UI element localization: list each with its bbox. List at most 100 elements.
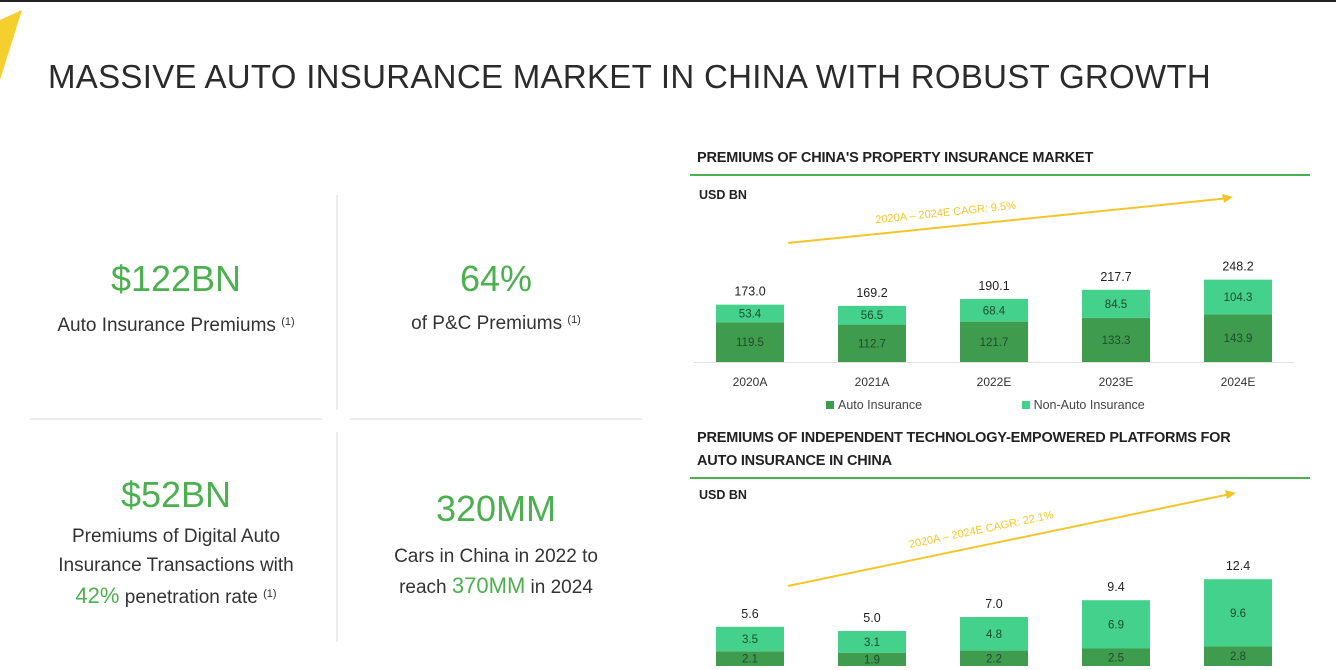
page-title: MASSIVE AUTO INSURANCE MARKET IN CHINA W… bbox=[48, 58, 1212, 95]
data-label-non-auto: 84.5 bbox=[1105, 299, 1127, 311]
chart-2-rule bbox=[690, 477, 1310, 479]
legend-label: Non-Auto Insurance bbox=[1033, 398, 1145, 412]
data-label-total: 248.2 bbox=[1222, 260, 1253, 274]
kpi-desc-line: Cars in China in 2022 to bbox=[394, 546, 598, 567]
chart-2-unit: USD BN bbox=[699, 488, 747, 502]
cagr-arrowhead bbox=[1225, 490, 1236, 499]
data-label-total: 7.0 bbox=[985, 597, 1002, 611]
bar-segment-auto bbox=[838, 324, 906, 362]
kpi-highlight: 370MM bbox=[451, 573, 526, 598]
cagr-arrowhead bbox=[1222, 194, 1233, 203]
kpi-value: 64% bbox=[459, 258, 533, 299]
data-label-non-auto: 3.5 bbox=[742, 634, 758, 646]
data-label-total: 190.1 bbox=[978, 279, 1009, 293]
kpi-value: 320MM bbox=[435, 488, 557, 529]
kpi-highlight: 42% bbox=[75, 583, 120, 608]
cagr-arrow-line bbox=[787, 493, 1229, 587]
bar-segment-non-auto bbox=[960, 298, 1028, 322]
x-tick-label: 2021A bbox=[855, 375, 890, 389]
bar-segment-auto bbox=[1204, 314, 1272, 362]
top-rule bbox=[0, 0, 1336, 2]
footnote-ref: (1) bbox=[281, 316, 295, 328]
bar-segment-auto bbox=[1204, 646, 1272, 666]
kpi-desc-line: penetration rate bbox=[124, 587, 258, 608]
kpi-pc-share: 64% of P&C Premiums (1) bbox=[350, 258, 642, 338]
data-label-total: 5.6 bbox=[741, 607, 758, 621]
bar-segment-non-auto bbox=[1204, 579, 1272, 647]
data-label-total: 217.7 bbox=[1100, 270, 1131, 284]
x-tick-label: 2024E bbox=[1221, 375, 1256, 389]
bar-segment-non-auto bbox=[960, 617, 1028, 651]
bar-segment-non-auto bbox=[838, 305, 906, 325]
data-label-non-auto: 68.4 bbox=[983, 305, 1006, 317]
data-label-non-auto: 104.3 bbox=[1224, 292, 1253, 304]
data-label-non-auto: 3.1 bbox=[864, 637, 880, 649]
data-label-auto: 2.1 bbox=[742, 654, 758, 666]
kpi-digital-premiums: $52BN Premiums of Digital Auto Insurance… bbox=[30, 474, 322, 612]
kpi-value: $52BN bbox=[120, 474, 232, 515]
cagr-arrow-line bbox=[787, 197, 1226, 244]
legend-swatch bbox=[1021, 401, 1030, 409]
bar-segment-auto bbox=[716, 322, 784, 362]
bar-segment-non-auto bbox=[1204, 279, 1272, 315]
chart-1-title: PREMIUMS OF CHINA'S PROPERTY INSURANCE M… bbox=[697, 150, 1094, 166]
data-label-auto: 2.2 bbox=[986, 653, 1002, 665]
bar-segment-auto bbox=[960, 650, 1028, 666]
x-tick-label: 2023E bbox=[1099, 375, 1134, 389]
data-label-non-auto: 9.6 bbox=[1230, 608, 1246, 620]
data-label-auto: 112.7 bbox=[858, 338, 886, 350]
kpi-horizontal-divider-right bbox=[350, 418, 642, 420]
kpi-horizontal-divider-left bbox=[30, 418, 322, 420]
bar-segment-auto bbox=[1082, 648, 1150, 666]
data-label-total: 5.0 bbox=[863, 611, 880, 625]
bar-segment-non-auto bbox=[1082, 289, 1150, 318]
kpi-cars: 320MM Cars in China in 2022 to reach 370… bbox=[350, 488, 642, 602]
data-label-auto: 2.5 bbox=[1108, 652, 1124, 664]
data-label-auto: 1.9 bbox=[864, 654, 880, 666]
data-label-auto: 121.7 bbox=[980, 337, 1009, 349]
legend-item-non-auto: Non-Auto Insurance bbox=[1021, 398, 1145, 412]
data-label-auto: 133.3 bbox=[1102, 335, 1131, 347]
data-label-total: 9.4 bbox=[1107, 580, 1124, 594]
bar-segment-auto bbox=[838, 652, 906, 666]
data-label-total: 173.0 bbox=[734, 285, 765, 299]
kpi-desc: Auto Insurance Premiums bbox=[57, 315, 276, 336]
chart-1-unit: USD BN bbox=[699, 188, 747, 202]
chart-1-rule bbox=[690, 174, 1310, 176]
kpi-vertical-divider-bottom bbox=[336, 432, 338, 642]
data-label-non-auto: 56.5 bbox=[861, 310, 883, 322]
data-label-auto: 143.9 bbox=[1224, 333, 1253, 345]
data-label-non-auto: 53.4 bbox=[739, 309, 762, 321]
bar-segment-auto bbox=[716, 651, 784, 666]
kpi-value: $122BN bbox=[110, 258, 242, 299]
data-label-total: 169.2 bbox=[856, 286, 887, 300]
data-label-auto: 119.5 bbox=[736, 337, 764, 349]
bar-segment-non-auto bbox=[716, 626, 784, 652]
bar-segment-auto bbox=[960, 321, 1028, 362]
chart-2-title-line: AUTO INSURANCE IN CHINA bbox=[697, 453, 892, 469]
kpi-desc-line: Premiums of Digital Auto bbox=[71, 526, 281, 547]
legend-label: Auto Insurance bbox=[838, 398, 923, 412]
data-label-total: 12.4 bbox=[1226, 559, 1250, 573]
kpi-vertical-divider-top bbox=[336, 195, 338, 410]
kpi-desc-pre: reach bbox=[399, 577, 447, 598]
bar-segment-auto bbox=[1082, 317, 1150, 362]
bar-segment-non-auto bbox=[716, 304, 784, 323]
footnote-ref: (1) bbox=[567, 314, 581, 326]
accent-shape bbox=[0, 10, 22, 80]
chart-2-title: PREMIUMS OF INDEPENDENT TECHNOLOGY-EMPOW… bbox=[697, 427, 1231, 473]
x-tick-label: 2022E bbox=[977, 375, 1012, 389]
kpi-desc-post: in 2024 bbox=[530, 577, 593, 598]
data-label-non-auto: 6.9 bbox=[1108, 619, 1124, 631]
footnote-ref: (1) bbox=[263, 588, 277, 600]
chart-1-legend: Auto Insurance Non-Auto Insurance bbox=[826, 398, 1145, 412]
kpi-auto-premiums: $122BN Auto Insurance Premiums (1) bbox=[30, 258, 322, 340]
legend-item-auto: Auto Insurance bbox=[826, 398, 922, 412]
bar-segment-non-auto bbox=[1082, 600, 1150, 649]
chart-2-title-line: PREMIUMS OF INDEPENDENT TECHNOLOGY-EMPOW… bbox=[697, 430, 1231, 446]
x-tick-label: 2020A bbox=[733, 375, 768, 389]
kpi-desc-line: Insurance Transactions with bbox=[58, 555, 294, 576]
data-label-non-auto: 4.8 bbox=[986, 629, 1002, 641]
kpi-desc: of P&C Premiums bbox=[411, 313, 563, 334]
